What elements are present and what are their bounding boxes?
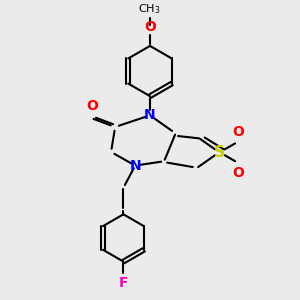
Text: S: S — [214, 145, 225, 160]
Text: CH$_3$: CH$_3$ — [138, 3, 160, 16]
Text: O: O — [233, 125, 244, 139]
Text: O: O — [86, 99, 98, 113]
Text: N: N — [144, 108, 156, 122]
Text: F: F — [119, 276, 128, 290]
Text: O: O — [144, 20, 156, 34]
Text: N: N — [129, 159, 141, 172]
Text: O: O — [233, 166, 244, 180]
